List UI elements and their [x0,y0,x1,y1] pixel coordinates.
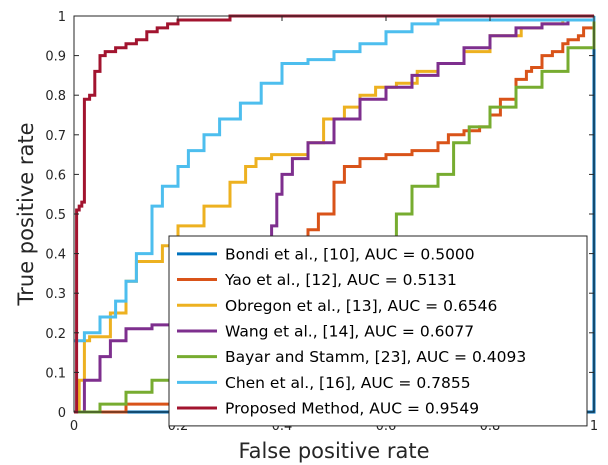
x-tick-label: 1 [590,419,598,434]
y-tick-label: 0.1 [45,366,66,381]
y-tick-label: 0.8 [45,89,66,104]
y-tick-label: 0.4 [45,248,66,263]
y-tick-label: 0.3 [45,287,66,302]
y-axis-label: True positive rate [14,123,38,307]
legend-label-2: Yao et al., [12], AUC = 0.5131 [224,271,457,289]
legend-label-7: Proposed Method, AUC = 0.9549 [225,400,479,418]
legend: Bondi et al., [10], AUC = 0.5000 Yao et a… [169,236,587,426]
y-tick-label: 1 [58,10,66,25]
x-tick-label: 0 [70,419,78,434]
legend-label-4: Wang et al., [14], AUC = 0.6077 [225,322,474,340]
x-axis-label: False positive rate [238,439,429,463]
legend-label-6: Chen et al., [16], AUC = 0.7855 [225,374,471,392]
y-tick-label: 0.7 [45,129,66,144]
legend-label-5: Bayar and Stamm, [23], AUC = 0.4093 [225,348,526,366]
y-tick-label: 0.6 [45,168,66,183]
y-tick-label: 0 [58,406,66,421]
y-tick-label: 0.2 [45,327,66,342]
legend-label-3: Obregon et al., [13], AUC = 0.6546 [225,297,497,315]
legend-label-1: Bondi et al., [10], AUC = 0.5000 [225,245,475,263]
y-tick-label: 0.5 [45,208,66,223]
y-tick-label: 0.9 [45,50,66,65]
